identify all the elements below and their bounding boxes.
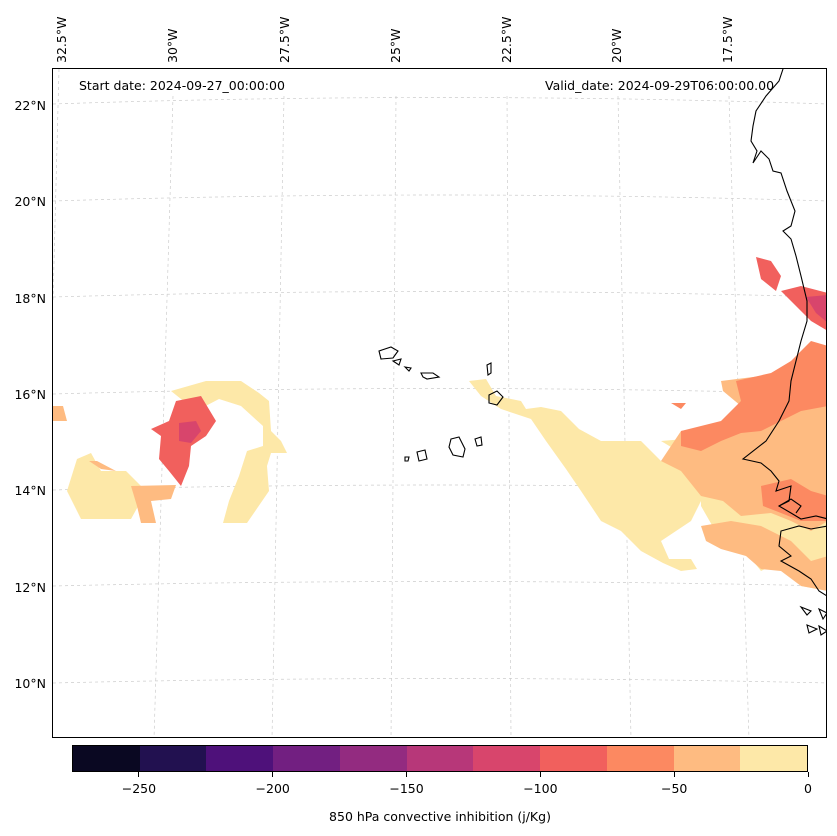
colorbar-tick xyxy=(673,772,675,777)
colorbar-segment xyxy=(473,746,541,771)
guinea-bissau-coast xyxy=(778,525,826,597)
lat-label-14n: 14°N xyxy=(14,483,46,498)
lat-label-16n: 16°N xyxy=(14,387,46,402)
island-fogo xyxy=(416,449,428,462)
parallel-12n xyxy=(53,581,826,587)
cin-region-east-deep-red xyxy=(806,295,826,322)
colorbar-tick-label: 0 xyxy=(804,781,812,796)
colorbar-tick xyxy=(539,772,541,777)
lat-label-12n: 12°N xyxy=(14,580,46,595)
meridian-32-5w xyxy=(53,69,60,302)
coastlines xyxy=(378,69,826,636)
start-date-label: Start date: 2024-09-27_00:00:00 xyxy=(79,78,285,93)
colorbar-tick-label: −200 xyxy=(255,781,290,796)
gambia-coast xyxy=(778,498,802,514)
colorbar-tick xyxy=(138,772,140,777)
parallel-20n xyxy=(53,194,826,202)
cin-contours xyxy=(53,257,826,591)
island-boa-vista xyxy=(488,390,504,406)
colorbar-tick xyxy=(272,772,274,777)
colorbar-segment xyxy=(339,746,407,771)
parallel-10n xyxy=(53,678,826,684)
island-brava xyxy=(404,456,410,462)
colorbar xyxy=(72,745,808,772)
west-africa-coastline xyxy=(741,69,826,520)
island-santa-luzia xyxy=(403,366,412,372)
lat-label-10n: 10°N xyxy=(14,676,46,691)
lon-label-22-5w: 22.5°W xyxy=(499,16,514,63)
island-maio xyxy=(474,436,483,447)
island-santo-antao xyxy=(378,346,399,360)
colorbar-segment xyxy=(73,746,140,771)
meridian-22-5w xyxy=(506,95,512,737)
parallel-22n xyxy=(53,97,826,105)
cin-region-west-core xyxy=(179,421,201,443)
lon-label-17-5w: 17.5°W xyxy=(720,16,735,63)
colorbar-tick-label: −100 xyxy=(523,781,558,796)
meridian-17-5w xyxy=(728,95,750,737)
colorbar-tick xyxy=(807,772,809,777)
colorbar-title: 850 hPa convective inhibition (j/Kg) xyxy=(329,809,551,824)
island-sao-nicolau xyxy=(420,372,441,380)
colorbar-tick-label: −250 xyxy=(121,781,157,796)
colorbar-segment xyxy=(740,746,808,771)
cin-region-east-light-orange xyxy=(661,371,826,591)
colorbar-segment xyxy=(540,746,607,771)
cin-region-far-west-yellow xyxy=(67,453,141,519)
meridian-30w xyxy=(153,95,174,737)
valid-date-label: Valid_date: 2024-09-29T06:00:00.00 xyxy=(545,78,775,93)
map-canvas xyxy=(53,69,826,737)
cin-region-west-orange xyxy=(89,461,176,523)
cin-region-east-orange xyxy=(671,341,826,521)
colorbar-segment xyxy=(139,746,207,771)
lat-label-20n: 20°N xyxy=(14,194,46,209)
colorbar-tick-label: −50 xyxy=(660,781,688,796)
lon-label-27-5w: 27.5°W xyxy=(277,16,292,63)
bijagos-islands xyxy=(799,605,826,636)
island-sao-vicente xyxy=(391,358,402,366)
cin-region-west-yellow xyxy=(171,381,287,523)
lon-label-30w: 30°W xyxy=(165,28,180,63)
parallel-18n xyxy=(53,291,826,298)
colorbar-segment xyxy=(206,746,274,771)
cin-region-central-yellow xyxy=(469,379,701,571)
lat-label-18n: 18°N xyxy=(14,291,46,306)
lat-label-22n: 22°N xyxy=(14,98,46,113)
map-panel xyxy=(52,68,827,738)
graticule xyxy=(53,69,826,737)
meridian-25w xyxy=(390,95,397,737)
lon-label-25w: 25°W xyxy=(388,28,403,63)
parallel-16n xyxy=(53,388,826,395)
colorbar-segment xyxy=(406,746,474,771)
cin-region-edge-orange xyxy=(53,406,67,421)
cin-region-east-red xyxy=(756,257,826,330)
meridian-20w xyxy=(617,95,632,737)
colorbar-segment xyxy=(606,746,674,771)
meridian-27-5w xyxy=(271,95,285,737)
colorbar-segment xyxy=(273,746,340,771)
colorbar-tick xyxy=(406,772,408,777)
island-sal xyxy=(486,362,492,376)
colorbar-segment xyxy=(673,746,741,771)
lon-label-32-5w: 32.5°W xyxy=(54,16,69,63)
lon-label-20w: 20°W xyxy=(609,28,624,63)
colorbar-tick-label: −150 xyxy=(389,781,424,796)
island-santiago xyxy=(448,436,466,458)
